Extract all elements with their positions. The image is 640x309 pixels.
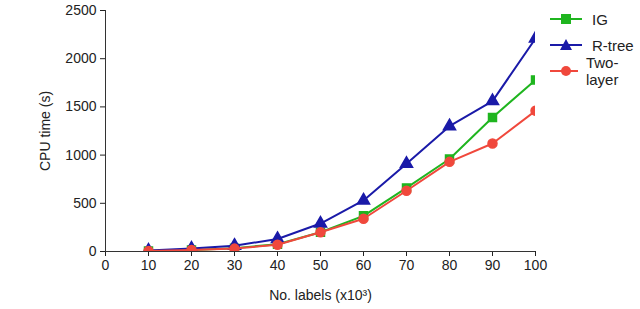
svg-text:0: 0 (102, 257, 110, 273)
html-text:R-tree: R-tree (592, 36, 634, 54)
svg-text:1500: 1500 (65, 98, 96, 114)
svg-text:500: 500 (73, 195, 97, 211)
svg-text:0: 0 (89, 243, 97, 259)
svg-text:30: 30 (227, 257, 243, 273)
svg-text:40: 40 (270, 257, 286, 273)
svg-text:1000: 1000 (65, 147, 96, 163)
html-text:Two-layer: Two-layer (585, 54, 619, 88)
svg-text:CPU time (s): CPU time (s) (37, 91, 53, 171)
svg-text:80: 80 (442, 257, 458, 273)
svg-text:90: 90 (485, 257, 501, 273)
svg-text:50: 50 (313, 257, 329, 273)
html-text:IG: IG (592, 10, 608, 28)
svg-text:2500: 2500 (65, 2, 96, 18)
svg-text:No. labels (x10³): No. labels (x10³) (269, 287, 372, 303)
svg-text:10: 10 (141, 257, 157, 273)
svg-text:70: 70 (399, 257, 415, 273)
svg-text:60: 60 (356, 257, 372, 273)
svg-text:100: 100 (524, 257, 548, 273)
svg-text:2000: 2000 (65, 50, 96, 66)
svg-text:20: 20 (184, 257, 200, 273)
